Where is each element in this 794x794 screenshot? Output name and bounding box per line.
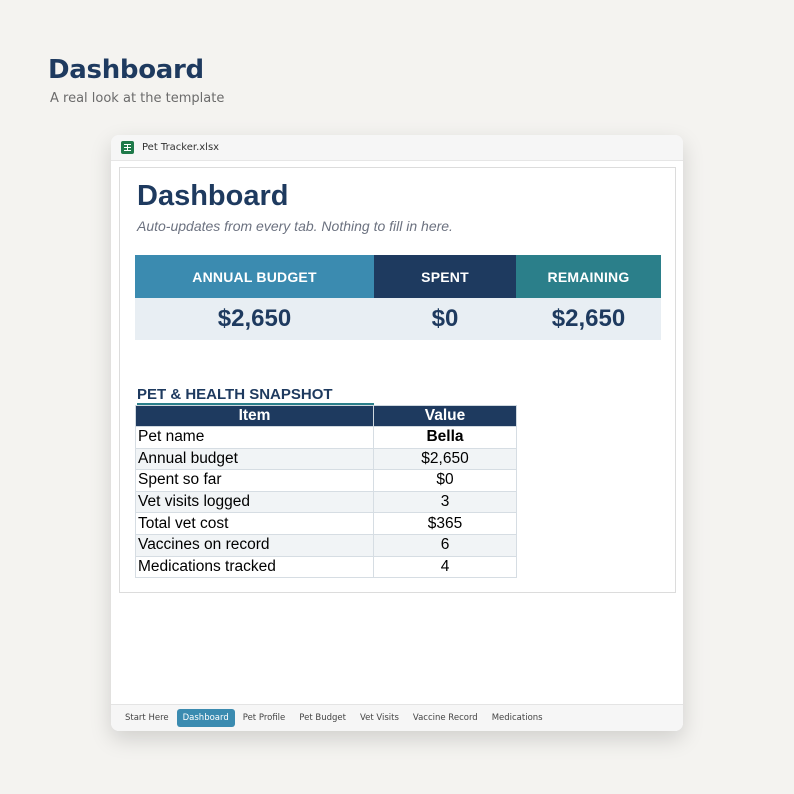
tab-dashboard[interactable]: Dashboard: [176, 709, 235, 727]
snapshot-title: PET & HEALTH SNAPSHOT: [137, 386, 374, 405]
file-name: Pet Tracker.xlsx: [142, 142, 220, 153]
kpi-label: ANNUAL BUDGET: [135, 255, 374, 298]
page-title: Dashboard: [48, 55, 204, 85]
cell-item[interactable]: Vaccines on record: [135, 533, 374, 557]
kpi-label: SPENT: [374, 255, 516, 298]
kpi-value[interactable]: $0: [374, 298, 516, 340]
tab-start-here[interactable]: Start Here: [125, 713, 169, 723]
sheet-subtitle: Auto-updates from every tab. Nothing to …: [137, 218, 453, 234]
cell-value[interactable]: 6: [373, 533, 517, 557]
cell-value[interactable]: 3: [373, 490, 517, 514]
column-header-item[interactable]: Item: [135, 405, 374, 427]
kpi-spent: SPENT $0: [374, 255, 516, 340]
spreadsheet-icon: [121, 141, 134, 154]
table-row: Total vet cost $365: [135, 512, 517, 535]
column-header-value[interactable]: Value: [373, 405, 517, 427]
page-subtitle: A real look at the template: [50, 91, 225, 106]
cell-value[interactable]: $0: [373, 469, 517, 492]
table-row: Spent so far $0: [135, 469, 517, 492]
sheet-tab-bar: Start Here Dashboard Pet Profile Pet Bud…: [111, 704, 683, 731]
sheet-title: Dashboard: [137, 180, 289, 212]
tab-pet-profile[interactable]: Pet Profile: [242, 713, 286, 723]
cell-value[interactable]: $365: [373, 512, 517, 535]
table-row: Pet name Bella: [135, 426, 517, 449]
tab-medications[interactable]: Medications: [491, 713, 543, 723]
spreadsheet-window: Pet Tracker.xlsx Dashboard Auto-updates …: [111, 135, 683, 731]
page-heading: Dashboard A real look at the template: [48, 55, 224, 106]
window-titlebar: Pet Tracker.xlsx: [111, 135, 683, 161]
cell-value[interactable]: Bella: [373, 426, 517, 449]
cell-item[interactable]: Vet visits logged: [135, 490, 374, 514]
tab-pet-budget[interactable]: Pet Budget: [299, 713, 346, 723]
cell-item[interactable]: Spent so far: [135, 469, 374, 492]
cell-item[interactable]: Medications tracked: [135, 555, 374, 579]
cell-item[interactable]: Pet name: [135, 426, 374, 449]
kpi-value[interactable]: $2,650: [516, 298, 661, 340]
cell-value[interactable]: 4: [373, 555, 517, 579]
cell-item[interactable]: Annual budget: [135, 447, 374, 471]
table-row: Medications tracked 4: [135, 555, 517, 579]
tab-vaccine-record[interactable]: Vaccine Record: [412, 713, 478, 723]
kpi-remaining: REMAINING $2,650: [516, 255, 661, 340]
table-row: Vet visits logged 3: [135, 490, 517, 514]
cell-item[interactable]: Total vet cost: [135, 512, 374, 535]
cell-value[interactable]: $2,650: [373, 447, 517, 471]
kpi-annual-budget: ANNUAL BUDGET $2,650: [135, 255, 374, 340]
kpi-label: REMAINING: [516, 255, 661, 298]
tab-vet-visits[interactable]: Vet Visits: [359, 713, 399, 723]
table-header-row: Item Value: [135, 405, 517, 427]
table-row: Vaccines on record 6: [135, 533, 517, 557]
snapshot-table: Item Value Pet name Bella Annual budget …: [135, 405, 517, 579]
kpi-value[interactable]: $2,650: [135, 298, 374, 340]
table-row: Annual budget $2,650: [135, 447, 517, 471]
dashboard-sheet: Dashboard Auto-updates from every tab. N…: [119, 167, 676, 593]
